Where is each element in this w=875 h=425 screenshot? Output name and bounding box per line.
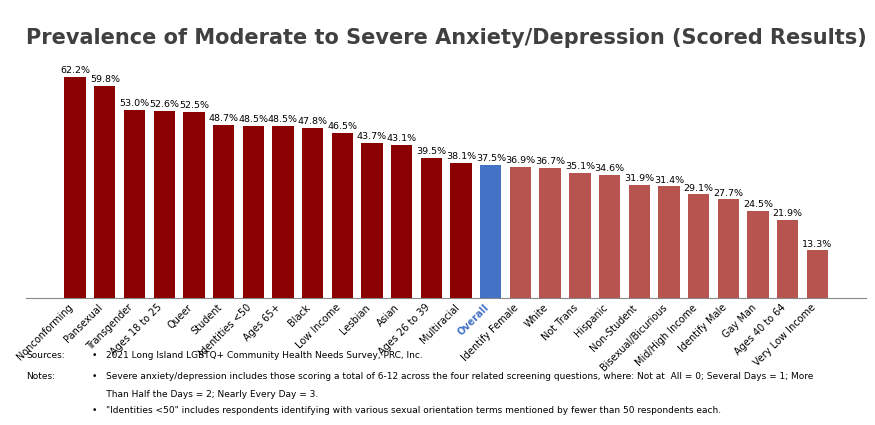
Text: 46.5%: 46.5% bbox=[327, 122, 357, 131]
Bar bbox=[777, 220, 798, 298]
Text: •   Severe anxiety/depression includes those scoring a total of 6-12 across the : • Severe anxiety/depression includes tho… bbox=[92, 372, 813, 381]
Bar bbox=[451, 163, 472, 298]
Bar bbox=[569, 173, 591, 298]
Bar bbox=[94, 86, 116, 298]
Text: •   2021 Long Island LGBTQ+ Community Health Needs Survey, PRC, Inc.: • 2021 Long Island LGBTQ+ Community Heal… bbox=[92, 351, 423, 360]
Text: 31.9%: 31.9% bbox=[624, 174, 654, 183]
Bar bbox=[183, 112, 205, 298]
Text: 59.8%: 59.8% bbox=[90, 75, 120, 84]
Bar bbox=[361, 143, 382, 298]
Text: 31.4%: 31.4% bbox=[654, 176, 684, 184]
Text: Sources:: Sources: bbox=[26, 351, 65, 360]
Text: 35.1%: 35.1% bbox=[564, 162, 595, 171]
Text: 53.0%: 53.0% bbox=[120, 99, 150, 108]
Bar bbox=[421, 158, 442, 298]
Text: 48.5%: 48.5% bbox=[268, 115, 298, 124]
Text: Than Half the Days = 2; Nearly Every Day = 3.: Than Half the Days = 2; Nearly Every Day… bbox=[92, 390, 318, 399]
Bar bbox=[807, 250, 828, 298]
Text: Notes:: Notes: bbox=[26, 372, 55, 381]
Bar bbox=[628, 184, 650, 298]
Text: 62.2%: 62.2% bbox=[60, 66, 90, 76]
Bar bbox=[598, 175, 620, 298]
Text: 27.7%: 27.7% bbox=[713, 189, 743, 198]
Text: 38.1%: 38.1% bbox=[446, 152, 476, 161]
Text: •   "Identities <50" includes respondents identifying with various sexual orient: • "Identities <50" includes respondents … bbox=[92, 406, 721, 415]
Text: 36.9%: 36.9% bbox=[506, 156, 536, 165]
Bar bbox=[242, 126, 264, 298]
Text: 48.5%: 48.5% bbox=[238, 115, 269, 124]
Bar bbox=[272, 126, 294, 298]
Bar bbox=[153, 111, 175, 298]
Text: 24.5%: 24.5% bbox=[743, 200, 773, 209]
Text: 52.6%: 52.6% bbox=[150, 100, 179, 110]
Bar bbox=[124, 110, 145, 298]
Text: 13.3%: 13.3% bbox=[802, 240, 832, 249]
Bar bbox=[510, 167, 531, 298]
Bar bbox=[747, 211, 768, 298]
Text: 39.5%: 39.5% bbox=[416, 147, 446, 156]
Text: 52.5%: 52.5% bbox=[178, 101, 209, 110]
Bar bbox=[213, 125, 235, 298]
Bar bbox=[391, 145, 412, 298]
Text: 37.5%: 37.5% bbox=[476, 154, 506, 163]
Text: 47.8%: 47.8% bbox=[298, 117, 327, 127]
Text: 34.6%: 34.6% bbox=[594, 164, 625, 173]
Bar bbox=[302, 128, 324, 298]
Bar bbox=[658, 186, 680, 298]
Text: 36.7%: 36.7% bbox=[536, 157, 565, 166]
Bar bbox=[332, 133, 353, 298]
Bar bbox=[65, 77, 86, 298]
Text: Prevalence of Moderate to Severe Anxiety/Depression (Scored Results): Prevalence of Moderate to Severe Anxiety… bbox=[26, 28, 867, 48]
Text: 29.1%: 29.1% bbox=[683, 184, 714, 193]
Text: 43.7%: 43.7% bbox=[357, 132, 387, 141]
Bar bbox=[688, 195, 710, 298]
Text: 48.7%: 48.7% bbox=[208, 114, 239, 123]
Bar bbox=[718, 199, 739, 298]
Bar bbox=[540, 167, 561, 298]
Bar bbox=[480, 165, 501, 298]
Text: 43.1%: 43.1% bbox=[387, 134, 416, 143]
Text: 21.9%: 21.9% bbox=[773, 209, 802, 218]
